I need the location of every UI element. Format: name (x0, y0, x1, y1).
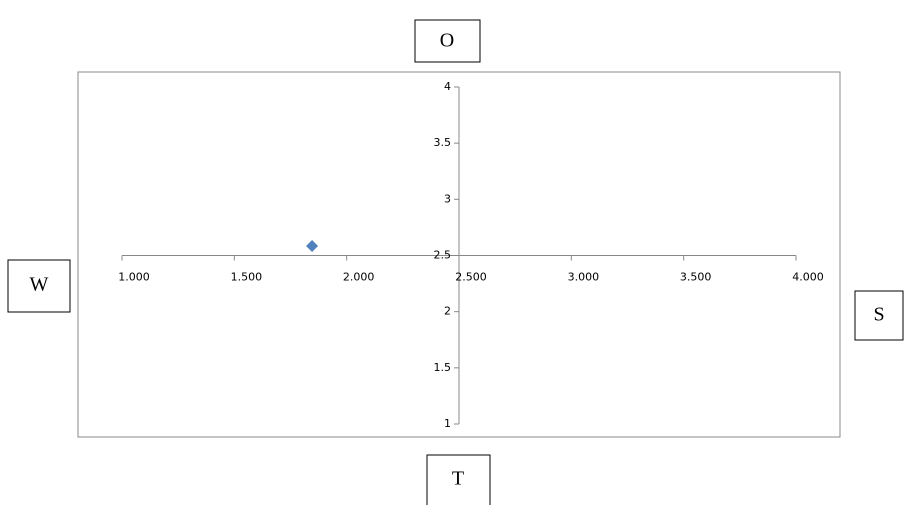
x-tick-label: 4.000 (792, 271, 824, 284)
x-tick-label: 1.500 (231, 271, 263, 284)
y-tick-label: 2.5 (434, 249, 452, 262)
label-box (854, 290, 904, 341)
x-tick-label: 1.000 (118, 271, 150, 284)
y-tick-label: 3.5 (434, 136, 452, 149)
quadrant-label: O (440, 30, 454, 52)
point (306, 239, 319, 252)
x-tick-label: 2.000 (343, 271, 375, 284)
label-box (414, 19, 481, 63)
quadrant-label: T (452, 468, 464, 490)
x-tick-label: 2.500 (455, 271, 487, 284)
label-box (426, 454, 491, 505)
quadrant-label: W (30, 274, 49, 296)
y-tick-label: 1 (444, 417, 451, 430)
label-box (7, 259, 71, 313)
quadrant-label: S (873, 304, 884, 326)
x-tick-label: 3.000 (568, 271, 600, 284)
y-tick-label: 2 (444, 305, 451, 318)
y-tick-label: 1.5 (434, 361, 452, 374)
y-tick-label: 4 (444, 80, 451, 93)
x-tick-label: 3.500 (680, 271, 712, 284)
y-tick-label: 3 (444, 192, 451, 205)
